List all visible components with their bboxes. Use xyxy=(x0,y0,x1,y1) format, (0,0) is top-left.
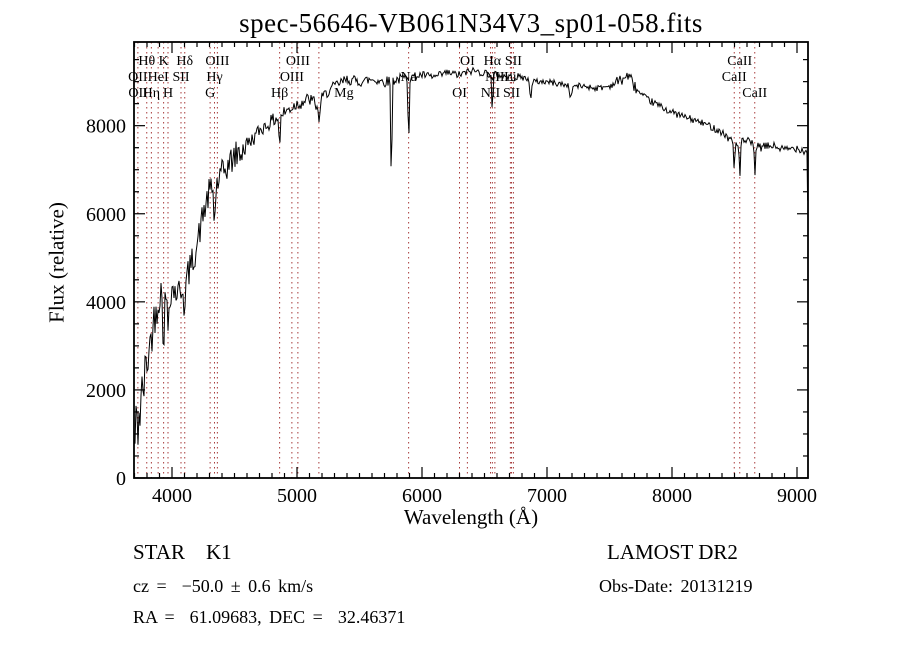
x-tick-label: 4000 xyxy=(152,485,192,507)
x-tick-label: 9000 xyxy=(777,485,817,507)
spectral-line-label: H xyxy=(163,86,173,101)
survey-release-label: LAMOST DR2 xyxy=(607,540,738,564)
radial-velocity-label: cz = −50.0 ± 0.6 km/s xyxy=(133,576,314,596)
y-axis-label: Flux (relative) xyxy=(44,202,69,323)
spectral-line-label: OI xyxy=(460,54,475,69)
spectral-line-label: Hθ xyxy=(138,54,155,69)
spectral-line-label: K xyxy=(159,54,169,69)
x-axis-label: Wavelength (Å) xyxy=(403,505,539,529)
spectral-line-label: Li xyxy=(504,70,517,85)
spectral-line-label: OII xyxy=(128,70,148,85)
spectral-line-label: SII xyxy=(172,70,189,85)
spectral-line-label: OIII xyxy=(205,54,229,69)
spectral-line-label: CaII xyxy=(742,86,767,101)
spectral-line-label: SII xyxy=(503,86,520,101)
y-tick-label: 6000 xyxy=(86,204,126,226)
plot-frame xyxy=(133,41,809,479)
spectral-line-label: SII xyxy=(505,54,522,69)
spectral-line-label: Hα xyxy=(484,54,502,69)
x-tick-label: 8000 xyxy=(652,485,692,507)
spectral-line-label: Hδ xyxy=(176,54,193,69)
spectral-line-label: Na xyxy=(400,70,417,85)
spectral-line-label: CaII xyxy=(727,54,752,69)
spectral-line-label: OI xyxy=(452,86,467,101)
figure-title: spec-56646-VB061N34V3_sp01-058.fits xyxy=(239,8,703,38)
x-tick-label: 6000 xyxy=(402,485,442,507)
ra-dec-label: RA = 61.09683, DEC = 32.46371 xyxy=(133,607,406,627)
spectral-line-label: Hγ xyxy=(206,70,222,85)
spectral-line-label: Hβ xyxy=(271,86,288,101)
spectral-line-label: OIII xyxy=(280,70,304,85)
y-tick-label: 8000 xyxy=(86,116,126,138)
spectral-line-label: CaII xyxy=(722,70,747,85)
object-class-label: STAR K1 xyxy=(133,540,232,564)
spectral-line-label: OIII xyxy=(286,54,310,69)
spectral-line-label: HeI xyxy=(148,70,169,85)
spectral-line-label: Hη xyxy=(143,86,160,101)
obs-date-label: Obs-Date: 20131219 xyxy=(599,576,753,596)
spectrum-trace xyxy=(134,66,808,445)
y-tick-label: 0 xyxy=(116,468,126,490)
spectral-line-label: NII xyxy=(481,86,501,101)
spectral-line-label: Mg xyxy=(334,86,353,101)
x-tick-label: 7000 xyxy=(527,485,567,507)
spectral-line-label: G xyxy=(205,86,215,101)
y-tick-label: 4000 xyxy=(86,292,126,314)
x-tick-label: 5000 xyxy=(277,485,317,507)
y-tick-label: 2000 xyxy=(86,380,126,402)
spectral-line-label: NII xyxy=(485,70,505,85)
